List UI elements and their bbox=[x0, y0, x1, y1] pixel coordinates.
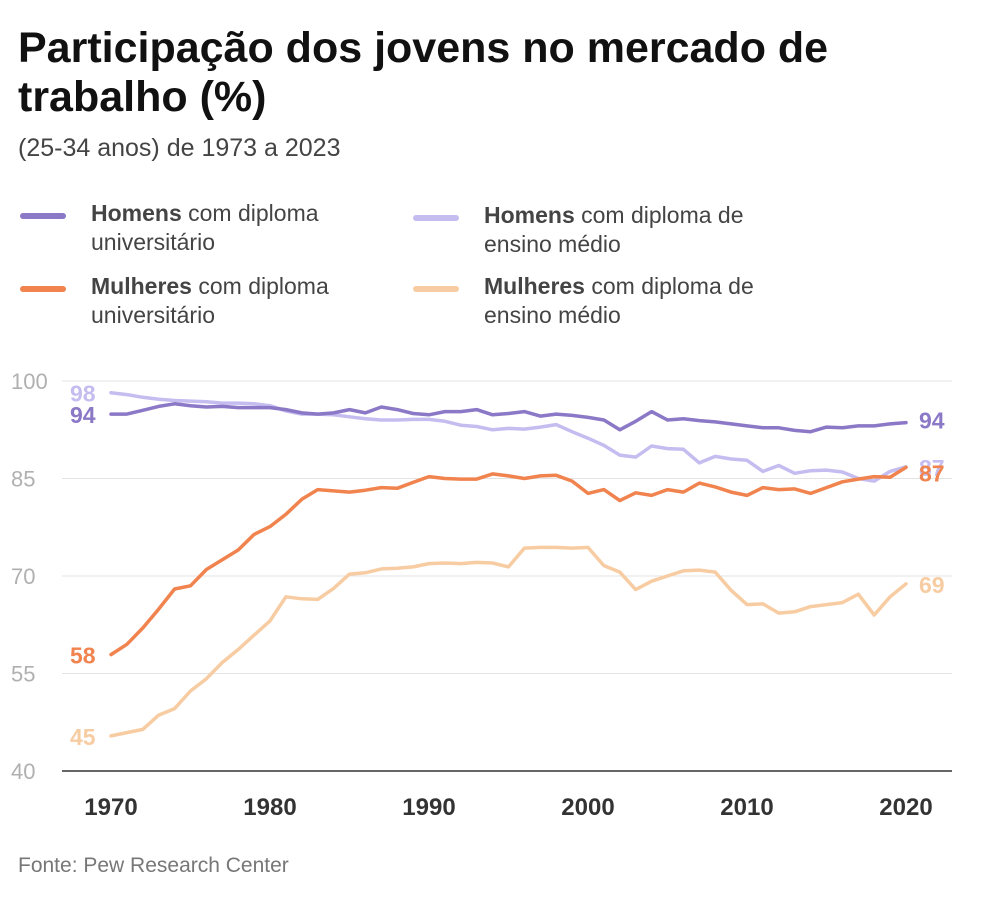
legend-label-women-college: Mulheres com diploma universitário bbox=[91, 272, 391, 330]
start-value-label: 58 bbox=[70, 643, 96, 669]
legend-swatch-women-hs bbox=[413, 286, 459, 292]
x-tick-label: 2020 bbox=[879, 794, 932, 821]
series-line-men-hs bbox=[109, 390, 908, 483]
legend-label-bold: Mulheres bbox=[91, 273, 192, 299]
legend-swatch-men-hs bbox=[413, 215, 459, 221]
y-tick-label: 70 bbox=[11, 564, 35, 589]
chart-subtitle: (25-34 anos) de 1973 a 2023 bbox=[18, 134, 341, 162]
x-tick-label: 2000 bbox=[561, 794, 614, 821]
legend-label-rest: com diploma universitário bbox=[91, 200, 319, 255]
legend-label-bold: Homens bbox=[484, 202, 575, 228]
start-value-label: 45 bbox=[70, 724, 96, 750]
end-value-label: 87 bbox=[919, 455, 945, 481]
series-line-women-hs bbox=[109, 545, 908, 738]
end-value-label: 69 bbox=[919, 572, 945, 598]
y-tick-label: 55 bbox=[11, 662, 35, 687]
end-value-label: 87 bbox=[919, 460, 945, 486]
series-line-women-college bbox=[109, 465, 908, 657]
legend-label-women-hs: Mulheres com diploma de ensino médio bbox=[484, 272, 784, 330]
legend-label-rest: com diploma universitário bbox=[91, 273, 329, 328]
x-tick-label: 1980 bbox=[243, 794, 296, 821]
legend-label-men-college: Homens com diploma universitário bbox=[91, 199, 391, 257]
y-tick-label: 40 bbox=[11, 759, 35, 784]
series-line-men-college bbox=[109, 402, 908, 434]
start-value-label: 94 bbox=[70, 402, 96, 428]
y-tick-label: 85 bbox=[11, 467, 35, 492]
x-tick-label: 2010 bbox=[720, 794, 773, 821]
legend-label-rest: com diploma de ensino médio bbox=[484, 202, 744, 257]
end-value-label: 94 bbox=[919, 408, 945, 434]
legend-label-rest: com diploma de ensino médio bbox=[484, 273, 754, 328]
legend-swatch-women-college bbox=[20, 286, 66, 292]
legend-label-bold: Homens bbox=[91, 200, 182, 226]
y-tick-label: 100 bbox=[11, 369, 48, 394]
start-value-label: 98 bbox=[70, 381, 96, 407]
legend-label-bold: Mulheres bbox=[484, 273, 585, 299]
legend-label-men-hs: Homens com diploma de ensino médio bbox=[484, 201, 784, 259]
legend-swatch-men-college bbox=[20, 213, 66, 219]
chart-title: Participação dos jovens no mercado de tr… bbox=[18, 24, 829, 121]
x-tick-label: 1990 bbox=[402, 794, 455, 821]
x-tick-label: 1970 bbox=[84, 794, 137, 821]
source-note: Fonte: Pew Research Center bbox=[18, 854, 289, 877]
